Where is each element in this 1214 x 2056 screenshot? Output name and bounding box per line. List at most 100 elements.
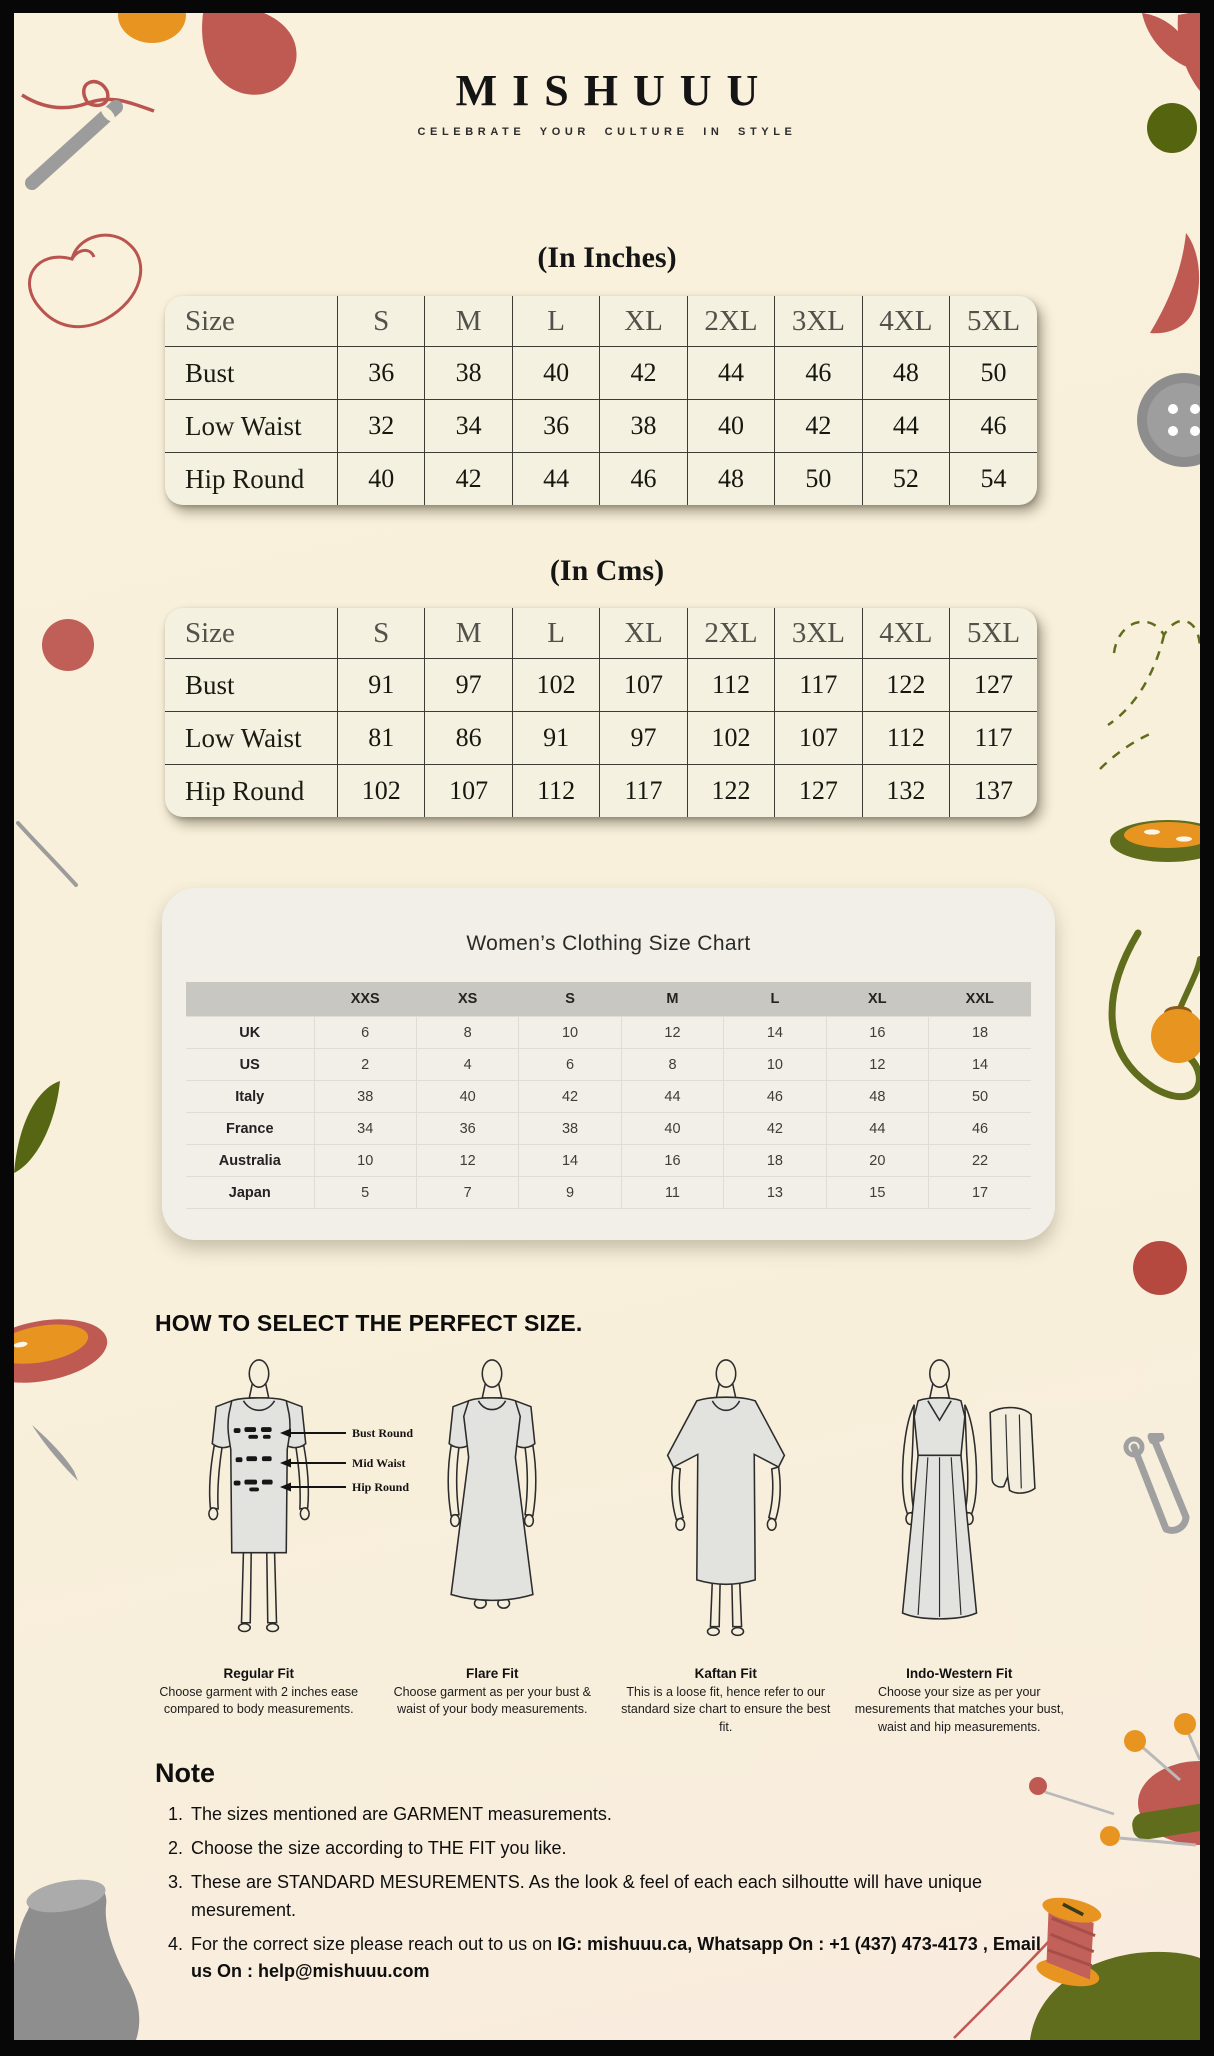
regular-fit-figure xyxy=(142,1358,376,1650)
size-column-header: 4XL xyxy=(861,296,951,347)
kaftan-fit-illustration xyxy=(666,1359,786,1637)
size-value-cell: 36 xyxy=(511,399,601,453)
size-value-cell: 50 xyxy=(928,1080,1031,1113)
size-value-cell: 50 xyxy=(949,346,1037,400)
size-value-cell: 107 xyxy=(599,658,688,712)
flare-fit-illustration xyxy=(447,1359,537,1609)
note-list: The sizes mentioned are GARMENT measurem… xyxy=(155,1801,1060,1986)
note-heading: Note xyxy=(155,1758,215,1788)
table-row: Japan 5 7 9 11 13 15 17 xyxy=(186,1176,1031,1209)
size-value-cell: 44 xyxy=(861,399,951,453)
size-value-cell: 10 xyxy=(518,1016,622,1049)
size-column-header: Size xyxy=(165,608,338,659)
size-value-cell: 91 xyxy=(336,658,426,712)
size-column-header: M xyxy=(424,608,513,659)
size-value-cell: 46 xyxy=(774,346,863,400)
fit-figures-row xyxy=(142,1358,1076,1650)
size-column-header: XL xyxy=(826,982,929,1017)
row-label-cell: Australia xyxy=(186,1144,315,1177)
size-value-cell: 107 xyxy=(424,764,513,817)
table-row: Bust 91 97 102 107 112 117 122 127 xyxy=(165,658,1037,712)
size-column-header: 3XL xyxy=(774,296,863,347)
size-column-header: 3XL xyxy=(774,608,863,659)
size-value-cell: 10 xyxy=(723,1048,827,1081)
size-column-header: 5XL xyxy=(949,608,1037,659)
row-label-cell: Hip Round xyxy=(165,764,338,817)
note-item-text: These are STANDARD MESUREMENTS. As the l… xyxy=(191,1871,983,1920)
size-value-cell: 40 xyxy=(620,1112,725,1145)
size-value-cell: 52 xyxy=(861,452,951,505)
size-value-cell: 17 xyxy=(928,1176,1031,1209)
size-column-header: XS xyxy=(416,982,519,1017)
table-row: Australia 10 12 14 16 18 20 22 xyxy=(186,1144,1031,1177)
size-value-cell: 14 xyxy=(723,1016,827,1049)
size-value-cell: 5 xyxy=(313,1176,417,1209)
size-value-cell: 48 xyxy=(686,452,776,505)
size-value-cell: 40 xyxy=(511,346,601,400)
safety-pin-icon xyxy=(1123,1433,1190,1534)
indo-western-fit-caption: Indo-Western Fit Choose your size as per… xyxy=(843,1666,1077,1736)
row-label-cell: Low Waist xyxy=(165,399,338,453)
cms-table-card: Size S M L XL 2XL 3XL 4XL 5XL Bust 91 97 102 107 112 11… xyxy=(165,608,1037,817)
size-value-cell: 38 xyxy=(424,346,513,400)
size-value-cell: 46 xyxy=(723,1080,827,1113)
table-row: Bust 36 38 40 42 44 46 48 50 xyxy=(165,346,1037,400)
size-value-cell: 38 xyxy=(518,1112,622,1145)
size-value-cell: 36 xyxy=(415,1112,520,1145)
size-value-cell: 12 xyxy=(620,1016,725,1049)
size-value-cell: 8 xyxy=(415,1016,520,1049)
size-value-cell: 86 xyxy=(424,711,513,765)
size-value-cell: 16 xyxy=(620,1144,725,1177)
note-item-text: For the correct size please reach out to… xyxy=(191,1933,558,1954)
indo-western-fit-illustration xyxy=(901,1359,1036,1620)
size-value-cell: 18 xyxy=(928,1016,1031,1049)
size-column-header: 5XL xyxy=(949,296,1037,347)
note-item-text: Choose the size according to THE FIT you… xyxy=(191,1837,567,1858)
size-value-cell: 42 xyxy=(599,346,688,400)
size-value-cell: 34 xyxy=(313,1112,417,1145)
fit-description: Choose garment with 2 inches ease compar… xyxy=(159,1685,359,1717)
size-value-cell: 48 xyxy=(861,346,951,400)
size-value-cell: 2 xyxy=(313,1048,417,1081)
fit-captions-row: Regular Fit Choose garment with 2 inches… xyxy=(142,1666,1076,1736)
bust-round-annotation: Bust Round xyxy=(352,1426,414,1440)
regular-fit-illustration xyxy=(207,1359,310,1633)
fit-name: Indo-Western Fit xyxy=(906,1666,1013,1681)
cms-table: Size S M L XL 2XL 3XL 4XL 5XL Bust 91 97 102 107 112 11… xyxy=(165,608,1037,817)
inches-table: Size S M L XL 2XL 3XL 4XL 5XL Bust 36 38 40 42 44 46 48 5… xyxy=(165,296,1037,505)
note-item: The sizes mentioned are GARMENT measurem… xyxy=(188,1801,1060,1829)
page-canvas: MISHUUU CELEBRATE YOUR CULTURE IN STYLE … xyxy=(14,13,1200,2040)
size-value-cell: 97 xyxy=(599,711,688,765)
size-value-cell: 42 xyxy=(424,452,513,505)
size-value-cell: 102 xyxy=(686,711,776,765)
brand-header: MISHUUU CELEBRATE YOUR CULTURE IN STYLE xyxy=(14,65,1200,138)
size-column-header: 2XL xyxy=(686,296,776,347)
note-section: Note The sizes mentioned are GARMENT mea… xyxy=(155,1758,1060,1992)
size-value-cell: 112 xyxy=(511,764,601,817)
row-label-cell: France xyxy=(186,1112,315,1145)
size-value-cell: 13 xyxy=(723,1176,827,1209)
note-item: These are STANDARD MESUREMENTS. As the l… xyxy=(188,1869,1060,1925)
row-label-cell: US xyxy=(186,1048,315,1081)
size-value-cell: 32 xyxy=(336,399,426,453)
flare-fit-figure xyxy=(376,1358,610,1650)
size-column-header: L xyxy=(723,982,827,1017)
size-value-cell: 6 xyxy=(313,1016,417,1049)
size-column-header: XL xyxy=(599,608,688,659)
size-value-cell: 16 xyxy=(825,1016,930,1049)
table-row: Low Waist 81 86 91 97 102 107 112 117 xyxy=(165,711,1037,765)
size-value-cell: 50 xyxy=(774,452,863,505)
size-column-header xyxy=(186,982,314,1017)
size-value-cell: 102 xyxy=(511,658,601,712)
size-value-cell: 81 xyxy=(336,711,426,765)
row-label-cell: Italy xyxy=(186,1080,315,1113)
size-value-cell: 48 xyxy=(825,1080,930,1113)
size-value-cell: 42 xyxy=(518,1080,622,1113)
row-label-cell: Bust xyxy=(165,658,338,712)
size-column-header: S xyxy=(336,296,426,347)
fit-name: Regular Fit xyxy=(223,1666,294,1681)
size-value-cell: 8 xyxy=(620,1048,725,1081)
flare-fit-caption: Flare Fit Choose garment as per your bus… xyxy=(376,1666,610,1736)
stitch-thread-and-button-icon xyxy=(1099,619,1200,1295)
size-value-cell: 112 xyxy=(686,658,776,712)
